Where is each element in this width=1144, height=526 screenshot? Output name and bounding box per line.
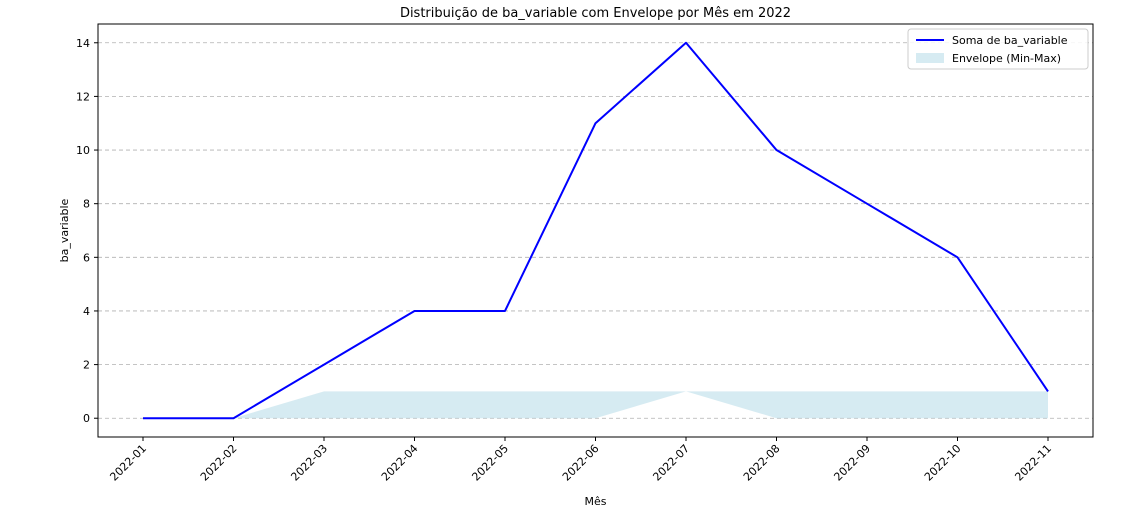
x-tick-label: 2022-10 (922, 442, 964, 484)
grid-layer (98, 42, 1093, 419)
chart-title: Distribuição de ba_variable com Envelope… (400, 6, 791, 21)
y-tick-label: 2 (83, 359, 90, 372)
x-tick-label: 2022-11 (1012, 442, 1054, 484)
legend-area-swatch (916, 53, 944, 63)
x-tick-label: 2022-05 (469, 442, 511, 484)
x-tick-label: 2022-02 (198, 442, 240, 484)
line-layer (143, 41, 1049, 420)
y-tick-label: 4 (83, 305, 90, 318)
sum-line (143, 41, 1049, 420)
x-tick-label: 2022-08 (741, 442, 783, 484)
y-tick-label: 10 (76, 144, 90, 157)
y-axis-title: ba_variable (58, 198, 71, 262)
x-axis: 2022-01 2022-02 2022-03 2022-04 2022-05 2022-… (107, 437, 1054, 484)
legend: Soma de ba_variable Envelope (Min-Max) (907, 28, 1089, 70)
x-tick-label: 2022-03 (288, 442, 330, 484)
x-tick-label: 2022-07 (650, 442, 692, 484)
plot-frame (97, 23, 1094, 438)
y-tick-label: 12 (76, 90, 90, 103)
x-tick-label: 2022-04 (379, 442, 421, 484)
envelope-area (143, 391, 1048, 419)
x-tick-label: 2022-06 (560, 442, 602, 484)
y-axis: 0 2 4 6 8 10 12 14 (76, 37, 98, 425)
envelope-layer (143, 391, 1048, 419)
y-tick-label: 8 (83, 198, 90, 211)
legend-line-label: Soma de ba_variable (952, 34, 1068, 47)
legend-area-label: Envelope (Min-Max) (952, 52, 1061, 65)
x-axis-title: Mês (585, 495, 607, 508)
x-tick-label: 2022-09 (831, 442, 873, 484)
legend-box (907, 28, 1089, 70)
x-tick-label: 2022-01 (107, 442, 149, 484)
y-tick-label: 6 (83, 251, 90, 264)
y-tick-label: 14 (76, 37, 90, 50)
y-tick-label: 0 (83, 412, 90, 425)
